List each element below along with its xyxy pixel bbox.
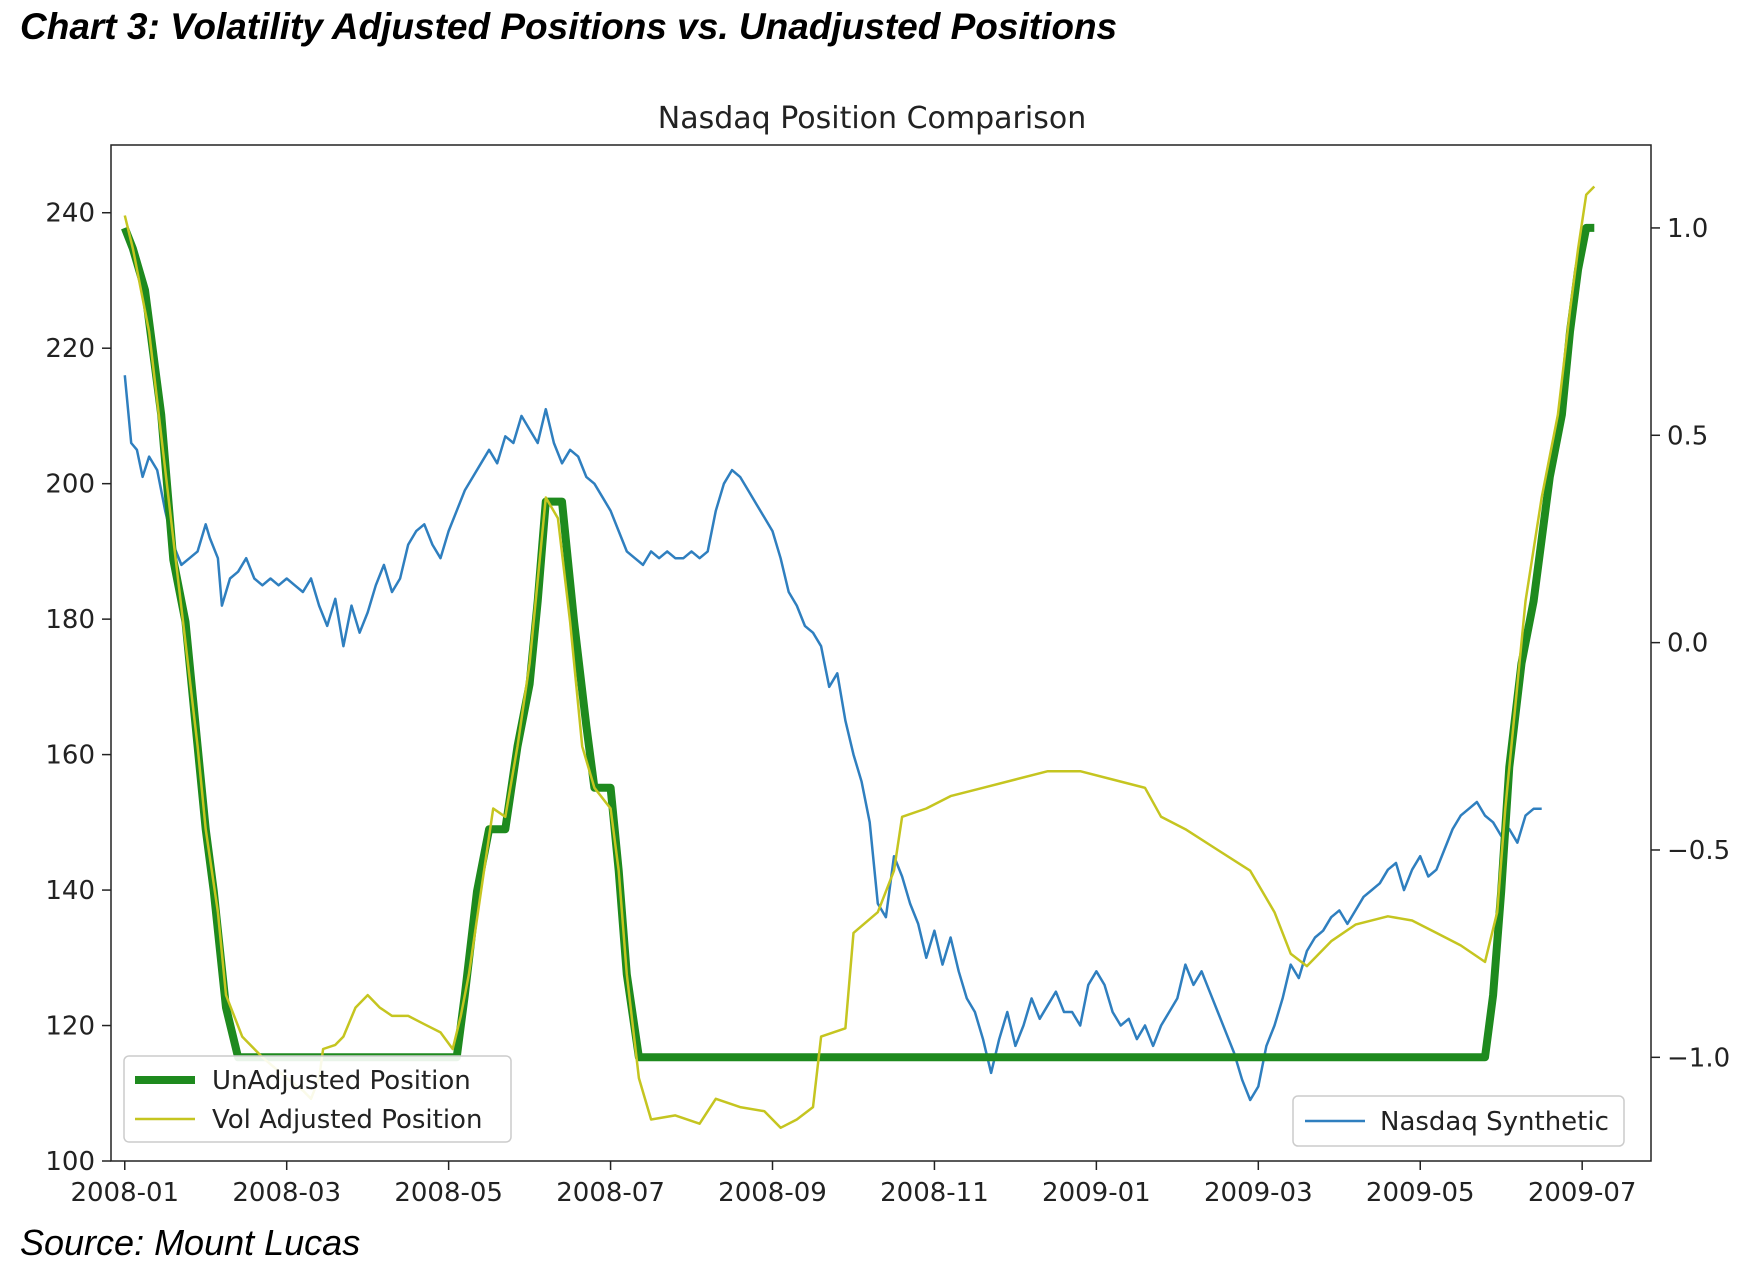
x-tick-label: 2008-01: [70, 1178, 179, 1208]
x-tick-label: 2008-07: [556, 1178, 665, 1208]
legend-left: UnAdjusted Position Vol Adjusted Positio…: [123, 1055, 512, 1143]
x-tick-label: 2009-07: [1528, 1178, 1637, 1208]
chart-heading: Chart 3: Volatility Adjusted Positions v…: [20, 6, 1118, 47]
x-tick-label: 2008-09: [718, 1178, 827, 1208]
y-right-tick-label: 0.5: [1667, 421, 1708, 451]
legend-right-box: [1292, 1095, 1625, 1147]
y-left-tick-label: 140: [45, 876, 95, 906]
y-left-tick-label: 220: [45, 334, 95, 364]
y-left-tick-label: 160: [45, 741, 95, 771]
y-right-tick-label: 1.0: [1667, 214, 1708, 244]
plot-frame: [110, 144, 1652, 1162]
chart-title: Nasdaq Position Comparison: [658, 101, 1086, 136]
axis-layer: 2008-01 2008-03 2008-05 2008-07 2008-09 2008-…: [45, 199, 1730, 1208]
y-right-tick-label: −0.5: [1667, 836, 1730, 866]
y-right-tick-label: −1.0: [1667, 1043, 1730, 1073]
y-left-tick-label: 100: [45, 1147, 95, 1177]
y-left-tick-label: 240: [45, 199, 95, 229]
series-line-nasdaq-synthetic: [123, 375, 1542, 1102]
series-layer: [121, 185, 1596, 1130]
x-tick-label: 2008-05: [394, 1178, 503, 1208]
legend-label-vol-adjusted: Vol Adjusted Position: [212, 1105, 482, 1135]
source-note: Source: Mount Lucas: [20, 1222, 361, 1263]
series-line-vol-adjusted-position: [123, 185, 1596, 1130]
x-tick-label: 2008-03: [232, 1178, 341, 1208]
y-right-tick-label: 0.0: [1667, 629, 1708, 659]
y-left-tick-label: 180: [45, 605, 95, 635]
x-tick-label: 2009-01: [1042, 1178, 1151, 1208]
x-tick-label: 2009-05: [1366, 1178, 1475, 1208]
legend-label-unadjusted: UnAdjusted Position: [212, 1066, 471, 1096]
legend-label-nasdaq: Nasdaq Synthetic: [1380, 1107, 1609, 1137]
y-left-tick-label: 200: [45, 470, 95, 500]
y-left-tick-label: 120: [45, 1012, 95, 1042]
legend-left-box: [123, 1055, 512, 1143]
x-tick-label: 2008-11: [880, 1178, 989, 1208]
legend-right: Nasdaq Synthetic: [1292, 1095, 1625, 1147]
x-tick-label: 2009-03: [1204, 1178, 1313, 1208]
